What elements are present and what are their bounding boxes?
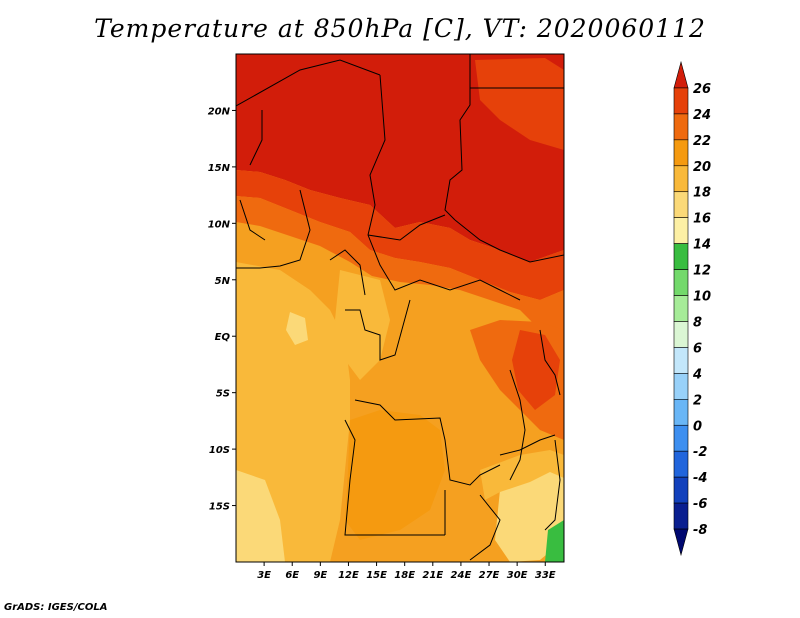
y-tick-label: EQ — [215, 332, 231, 343]
x-tick-label: 24E — [451, 570, 472, 581]
region-22 — [236, 196, 564, 330]
colorbar-label: 2 — [693, 393, 702, 408]
colorbar-segment — [673, 373, 689, 400]
colorbar-segment — [673, 321, 689, 348]
colorbar-segment — [673, 528, 689, 557]
colorbar-label: 8 — [693, 315, 702, 330]
colorbar-label: 22 — [693, 134, 711, 149]
region-18-se — [480, 450, 564, 500]
colorbar-label: 4 — [692, 367, 702, 382]
x-tick-label: 6E — [285, 570, 299, 581]
colorbar-segment — [673, 295, 689, 322]
y-tick-label: 10N — [208, 219, 231, 230]
colorbar-label: 26 — [693, 82, 711, 97]
x-tick-label: 27E — [479, 570, 500, 581]
colorbar-segment — [673, 424, 689, 452]
colorbar-label: 6 — [693, 341, 702, 356]
region-16-gabon — [286, 312, 308, 345]
region-18-center — [335, 270, 390, 380]
colorbar-label: 12 — [693, 264, 711, 279]
x-tick-label: 3E — [257, 570, 271, 581]
temperature-field — [236, 54, 564, 562]
map-frame — [235, 53, 565, 563]
colorbar-segment — [673, 476, 689, 504]
colorbar-label: -4 — [693, 471, 707, 486]
y-tick-label: 15S — [209, 502, 230, 513]
x-tick-label: 21E — [422, 570, 443, 581]
colorbar-label: 24 — [693, 108, 711, 123]
region-24-north — [236, 170, 564, 300]
region-12-se — [545, 520, 564, 562]
colorbar-label: 16 — [693, 212, 711, 227]
colorbar-segment — [673, 399, 689, 426]
colorbar-segment — [673, 347, 689, 374]
colorbar-label: 20 — [693, 160, 711, 175]
y-tick-label: 10S — [209, 445, 230, 456]
country-borders — [236, 54, 564, 561]
region-16-sw — [236, 470, 285, 562]
x-tick-label: 9E — [313, 570, 327, 581]
region-20-angola — [345, 410, 445, 540]
colorbar-segment — [673, 165, 689, 193]
y-axis: 20N 15N 10N 5N EQ 5S 10S 15S — [208, 106, 236, 513]
credit-text: GrADS: IGES/COLA — [4, 602, 108, 613]
x-tick-label: 12E — [338, 570, 359, 581]
x-tick-label: 15E — [366, 570, 387, 581]
colorbar-label: 10 — [693, 290, 711, 305]
colorbar-segment — [673, 139, 689, 167]
x-tick-label: 30E — [507, 570, 528, 581]
colorbar-segment — [673, 60, 689, 89]
y-tick-label: 5S — [216, 389, 230, 400]
colorbar-segment — [673, 243, 689, 270]
colorbar-segment — [673, 113, 689, 141]
colorbar-label: -2 — [693, 445, 707, 460]
colorbar-segment — [673, 502, 689, 530]
chart-title: Temperature at 850hPa [C], VT: 202006011… — [94, 14, 706, 43]
y-tick-label: 15N — [208, 163, 231, 174]
colorbar-label: -6 — [693, 497, 707, 512]
region-26 — [236, 54, 564, 262]
x-axis: 3E 6E 9E 12E 15E 18E 21E 24E 27E 30E 33E — [257, 562, 556, 581]
region-24-ne — [475, 58, 564, 150]
colorbar-segment — [673, 87, 689, 115]
region-24-east — [512, 330, 560, 410]
colorbar-label: -8 — [693, 523, 707, 538]
colorbar-label: 14 — [693, 238, 711, 253]
colorbar-segment — [673, 450, 689, 478]
colorbar-segment — [673, 269, 689, 296]
x-tick-label: 33E — [535, 570, 556, 581]
colorbar-label: 18 — [693, 186, 711, 201]
region-16-se — [495, 470, 564, 562]
colorbar-label: 0 — [693, 419, 702, 434]
x-tick-label: 18E — [394, 570, 415, 581]
y-tick-label: 5N — [215, 276, 231, 287]
colorbar-segment — [673, 191, 689, 218]
y-tick-label: 20N — [208, 106, 231, 117]
colorbar-segment — [673, 217, 689, 244]
